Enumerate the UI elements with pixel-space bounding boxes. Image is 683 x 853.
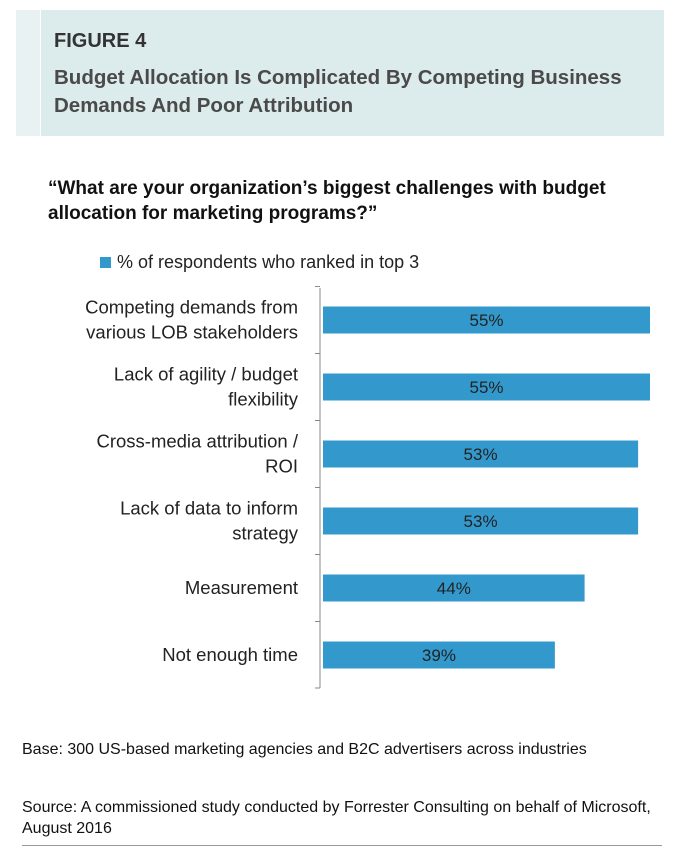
bar bbox=[323, 574, 585, 602]
bar-value-label: 55% bbox=[469, 311, 503, 330]
category-label: Measurement bbox=[185, 577, 298, 598]
bar bbox=[323, 306, 650, 334]
figure-header: FIGURE 4 Budget Allocation Is Complicate… bbox=[16, 10, 664, 136]
figure-title: Budget Allocation Is Complicated By Comp… bbox=[54, 66, 622, 117]
legend-swatch bbox=[100, 257, 111, 268]
base-note: Base: 300 US-based marketing agencies an… bbox=[22, 741, 587, 758]
chart-legend: % of respondents who ranked in top 3 bbox=[100, 252, 419, 273]
legend-label: % of respondents who ranked in top 3 bbox=[117, 252, 420, 272]
category-label: Cross-media attribution / bbox=[96, 431, 298, 452]
category-label: Lack of agility / budget bbox=[114, 364, 298, 385]
figure-label: FIGURE 4 bbox=[54, 30, 147, 52]
bar bbox=[323, 373, 650, 401]
footer-rule bbox=[22, 845, 662, 846]
category-label: ROI bbox=[265, 456, 298, 477]
header-stripe bbox=[16, 10, 41, 136]
bar-value-label: 39% bbox=[422, 646, 456, 665]
category-label: Not enough time bbox=[162, 644, 298, 665]
source-note: Source: A commissioned study conducted b… bbox=[22, 799, 651, 837]
bar bbox=[323, 507, 639, 535]
bar bbox=[323, 440, 639, 468]
bar bbox=[323, 641, 555, 669]
category-label: flexibility bbox=[228, 389, 299, 410]
category-label: strategy bbox=[232, 523, 299, 544]
bar-value-label: 55% bbox=[469, 378, 503, 397]
category-label: various LOB stakeholders bbox=[86, 322, 298, 343]
category-label: Lack of data to inform bbox=[120, 498, 298, 519]
bar-value-label: 44% bbox=[437, 579, 471, 598]
bar-value-label: 53% bbox=[464, 512, 498, 531]
bar-value-label: 53% bbox=[464, 445, 498, 464]
category-label: Competing demands from bbox=[85, 297, 298, 318]
survey-question: “What are your organization’s biggest ch… bbox=[48, 178, 606, 224]
bar-chart: 55% Competing demands from various LOB sta… bbox=[85, 286, 650, 689]
